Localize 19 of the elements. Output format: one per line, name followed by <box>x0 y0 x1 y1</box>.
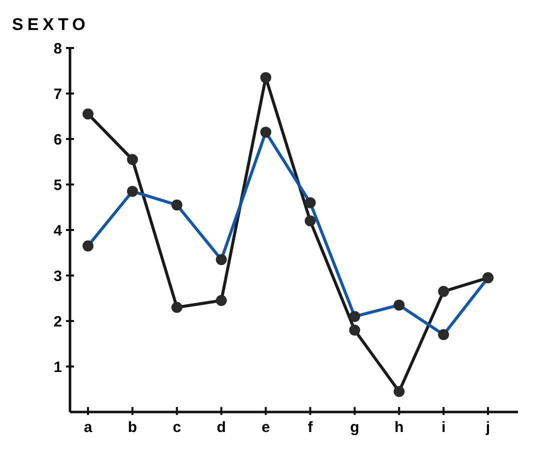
x-tick-label: j <box>484 419 490 436</box>
y-tick-label: 6 <box>54 131 62 148</box>
y-tick-label: 1 <box>54 358 62 376</box>
x-tick-label: a <box>84 419 93 436</box>
x-tick-label: g <box>350 419 360 436</box>
x-tick-label: f <box>308 419 314 436</box>
x-tick-label: d <box>216 419 226 436</box>
y-tick-label: 7 <box>54 86 62 103</box>
y-tick-label: 2 <box>54 313 62 330</box>
x-tick-label: e <box>262 419 270 436</box>
x-tick-label: h <box>394 419 404 436</box>
x-tick-label: b <box>128 419 138 436</box>
y-tick-label: 5 <box>54 176 62 194</box>
chart-title: SEXTO <box>12 15 90 34</box>
x-tick-label: i <box>441 419 446 436</box>
y-tick-label: 4 <box>54 222 63 240</box>
y-tick-label: 8 <box>54 40 62 58</box>
y-tick-label: 3 <box>54 268 62 285</box>
x-tick-label: c <box>172 419 182 436</box>
